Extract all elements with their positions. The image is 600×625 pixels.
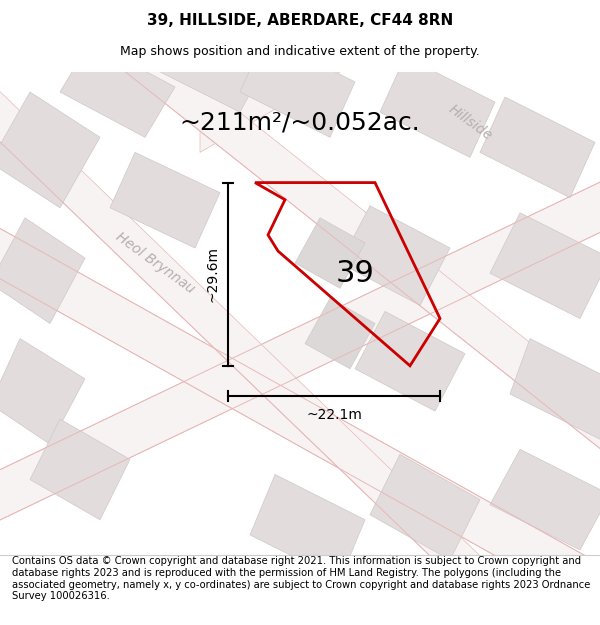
Text: Heol Brynnau: Heol Brynnau [113, 230, 197, 296]
Polygon shape [340, 206, 450, 306]
Text: ~211m²/~0.052ac.: ~211m²/~0.052ac. [179, 110, 421, 134]
Text: Hillside: Hillside [446, 102, 494, 142]
Polygon shape [510, 339, 600, 439]
Text: 39, HILLSIDE, ABERDARE, CF44 8RN: 39, HILLSIDE, ABERDARE, CF44 8RN [147, 12, 453, 28]
Polygon shape [100, 1, 600, 464]
Polygon shape [305, 298, 375, 369]
Polygon shape [0, 339, 85, 444]
Polygon shape [250, 474, 365, 580]
Polygon shape [370, 454, 480, 560]
Polygon shape [0, 218, 85, 324]
Polygon shape [200, 0, 600, 152]
Polygon shape [490, 449, 600, 550]
Text: 39: 39 [335, 259, 374, 288]
Text: ~29.6m: ~29.6m [206, 246, 220, 302]
Polygon shape [110, 152, 220, 248]
Polygon shape [380, 57, 495, 158]
Polygon shape [60, 42, 175, 138]
Polygon shape [490, 213, 600, 319]
Polygon shape [240, 37, 355, 138]
Polygon shape [0, 223, 600, 625]
Polygon shape [0, 92, 100, 208]
Text: ~22.1m: ~22.1m [306, 408, 362, 422]
Polygon shape [295, 218, 365, 288]
Polygon shape [30, 419, 130, 520]
Text: Map shows position and indicative extent of the property.: Map shows position and indicative extent… [120, 45, 480, 58]
Polygon shape [0, 82, 500, 575]
Polygon shape [160, 16, 270, 112]
Polygon shape [0, 173, 600, 525]
Text: Contains OS data © Crown copyright and database right 2021. This information is : Contains OS data © Crown copyright and d… [12, 556, 590, 601]
Polygon shape [480, 97, 595, 198]
Polygon shape [355, 311, 465, 411]
